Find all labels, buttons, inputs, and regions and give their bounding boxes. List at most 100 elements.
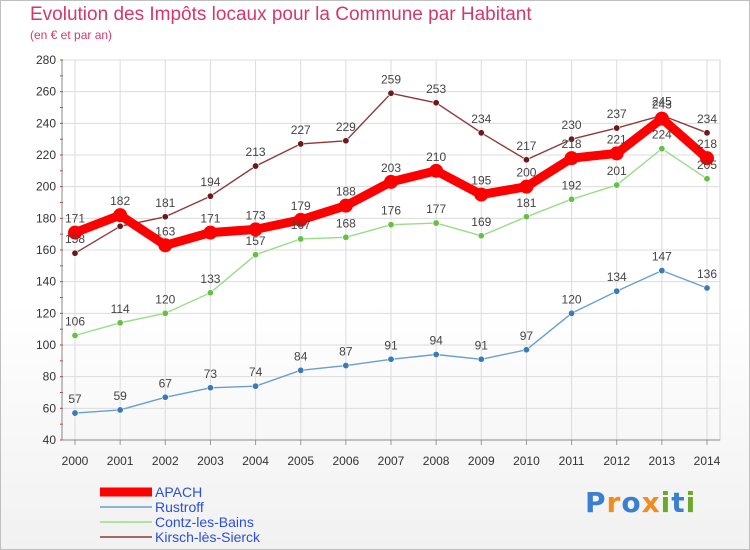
data-point-apach <box>654 111 669 126</box>
data-point-kirsch-l-s-sierck <box>703 129 711 137</box>
data-point-kirsch-l-s-sierck <box>116 222 124 230</box>
data-label-apach: 210 <box>426 150 446 164</box>
data-label-kirsch-l-s-sierck: 181 <box>155 196 175 210</box>
data-point-contz-les-bains <box>161 309 169 317</box>
y-tick-label: 240 <box>36 116 56 130</box>
y-tick-label: 120 <box>36 306 56 320</box>
y-tick-label: 60 <box>43 401 57 415</box>
data-label-contz-les-bains: 167 <box>291 218 311 232</box>
data-label-kirsch-l-s-sierck: 245 <box>652 94 672 108</box>
data-point-rustroff <box>161 393 169 401</box>
data-point-contz-les-bains <box>71 331 79 339</box>
data-label-contz-les-bains: 157 <box>246 234 266 248</box>
data-label-contz-les-bains: 177 <box>426 202 446 216</box>
data-point-contz-les-bains <box>252 251 260 259</box>
proxiti-logo: Proxiti <box>585 486 696 519</box>
data-label-kirsch-l-s-sierck: 217 <box>516 139 536 153</box>
data-label-contz-les-bains: 192 <box>562 178 582 192</box>
y-tick-label: 200 <box>36 180 56 194</box>
data-label-contz-les-bains: 205 <box>697 158 717 172</box>
data-label-rustroff: 87 <box>339 345 353 359</box>
data-point-apach <box>564 151 579 166</box>
data-label-kirsch-l-s-sierck: 194 <box>200 175 220 189</box>
data-point-apach <box>384 174 399 189</box>
data-label-kirsch-l-s-sierck: 229 <box>336 120 356 134</box>
x-tick-label: 2002 <box>152 454 179 468</box>
y-tick-label: 160 <box>36 243 56 257</box>
data-point-contz-les-bains <box>658 145 666 153</box>
data-point-rustroff <box>522 346 530 354</box>
x-tick-label: 2014 <box>694 454 721 468</box>
legend-label: Rustroff <box>155 499 204 515</box>
chart-subtitle: (en € et par an) <box>30 28 113 42</box>
data-point-rustroff <box>71 409 79 417</box>
y-tick-label: 140 <box>36 275 56 289</box>
data-point-apach <box>700 151 715 166</box>
data-point-kirsch-l-s-sierck <box>342 137 350 145</box>
y-tick-label: 80 <box>43 370 57 384</box>
data-label-rustroff: 91 <box>384 338 398 352</box>
x-tick-label: 2013 <box>649 454 676 468</box>
data-label-contz-les-bains: 168 <box>336 216 356 230</box>
data-point-kirsch-l-s-sierck <box>568 135 576 143</box>
data-point-contz-les-bains <box>297 235 305 243</box>
data-label-kirsch-l-s-sierck: 213 <box>246 145 266 159</box>
data-label-apach: 195 <box>471 174 491 188</box>
data-point-kirsch-l-s-sierck <box>71 249 79 257</box>
data-label-apach: 171 <box>65 212 85 226</box>
logo-letter: x <box>641 486 661 519</box>
x-tick-label: 2010 <box>513 454 540 468</box>
data-label-apach: 218 <box>562 137 582 151</box>
data-point-rustroff <box>613 287 621 295</box>
data-label-contz-les-bains: 120 <box>155 292 175 306</box>
data-point-rustroff <box>477 355 485 363</box>
x-tick-label: 2011 <box>559 454 585 468</box>
data-point-apach <box>68 225 82 240</box>
data-label-rustroff: 57 <box>68 392 82 406</box>
data-label-rustroff: 136 <box>697 267 717 281</box>
data-label-apach: 182 <box>110 194 130 208</box>
data-label-rustroff: 59 <box>113 389 127 403</box>
data-label-rustroff: 134 <box>607 270 627 284</box>
y-tick-label: 260 <box>36 85 56 99</box>
legend-label: Contz-les-Bains <box>155 514 254 530</box>
data-label-contz-les-bains: 133 <box>200 272 220 286</box>
data-point-kirsch-l-s-sierck <box>477 129 485 137</box>
data-point-apach <box>609 146 624 161</box>
data-label-apach: 200 <box>516 166 536 180</box>
data-point-rustroff <box>387 355 395 363</box>
data-label-kirsch-l-s-sierck: 227 <box>291 123 311 137</box>
data-point-rustroff <box>432 350 440 358</box>
logo-letter: i <box>660 486 672 519</box>
data-point-contz-les-bains <box>703 175 711 183</box>
data-point-contz-les-bains <box>387 221 395 229</box>
data-point-rustroff <box>297 366 305 374</box>
legend-label: Kirsch-lès-Sierck <box>155 529 261 545</box>
data-label-rustroff: 67 <box>159 376 173 390</box>
data-point-apach <box>293 212 308 227</box>
data-label-rustroff: 73 <box>204 367 218 381</box>
data-label-apach: 218 <box>697 137 717 151</box>
data-label-apach: 163 <box>155 224 175 238</box>
data-point-apach <box>474 187 489 202</box>
data-point-kirsch-l-s-sierck <box>206 192 214 200</box>
x-tick-label: 2009 <box>468 454 495 468</box>
data-point-apach <box>248 222 263 237</box>
data-point-rustroff <box>703 284 711 292</box>
data-point-contz-les-bains <box>206 289 214 297</box>
y-tick-label: 100 <box>36 338 56 352</box>
x-tick-label: 2001 <box>107 454 134 468</box>
y-tick-label: 40 <box>43 433 57 447</box>
data-point-apach <box>113 208 128 223</box>
data-label-kirsch-l-s-sierck: 230 <box>562 118 582 132</box>
data-point-contz-les-bains <box>568 195 576 203</box>
data-point-rustroff <box>568 309 576 317</box>
logo-letter: i <box>685 486 697 519</box>
y-tick-label: 180 <box>36 211 56 225</box>
data-point-rustroff <box>252 382 260 390</box>
x-tick-label: 2012 <box>603 454 630 468</box>
data-point-rustroff <box>658 267 666 275</box>
data-label-apach: 203 <box>381 161 401 175</box>
legend-label: APACH <box>155 484 202 500</box>
y-tick-label: 280 <box>36 53 56 67</box>
